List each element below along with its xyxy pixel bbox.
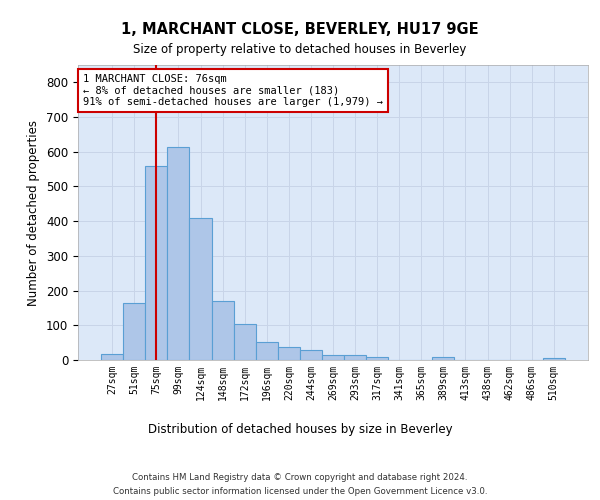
Bar	[233, 324, 256, 360]
Bar	[344, 356, 366, 360]
Bar	[145, 166, 167, 360]
Bar	[123, 304, 145, 360]
Bar	[322, 355, 344, 360]
Y-axis label: Number of detached properties: Number of detached properties	[28, 120, 40, 306]
Bar	[167, 146, 190, 360]
Bar	[278, 347, 300, 360]
Bar	[256, 342, 278, 360]
Bar	[212, 301, 233, 360]
Bar	[300, 350, 322, 360]
Text: 1, MARCHANT CLOSE, BEVERLEY, HU17 9GE: 1, MARCHANT CLOSE, BEVERLEY, HU17 9GE	[121, 22, 479, 38]
Text: Size of property relative to detached houses in Beverley: Size of property relative to detached ho…	[133, 42, 467, 56]
Bar	[543, 358, 565, 360]
Text: 1 MARCHANT CLOSE: 76sqm
← 8% of detached houses are smaller (183)
91% of semi-de: 1 MARCHANT CLOSE: 76sqm ← 8% of detached…	[83, 74, 383, 107]
Text: Contains public sector information licensed under the Open Government Licence v3: Contains public sector information licen…	[113, 488, 487, 496]
Bar	[366, 356, 388, 360]
Text: Distribution of detached houses by size in Beverley: Distribution of detached houses by size …	[148, 422, 452, 436]
Bar	[433, 357, 454, 360]
Text: Contains HM Land Registry data © Crown copyright and database right 2024.: Contains HM Land Registry data © Crown c…	[132, 472, 468, 482]
Bar	[190, 218, 212, 360]
Bar	[101, 354, 123, 360]
